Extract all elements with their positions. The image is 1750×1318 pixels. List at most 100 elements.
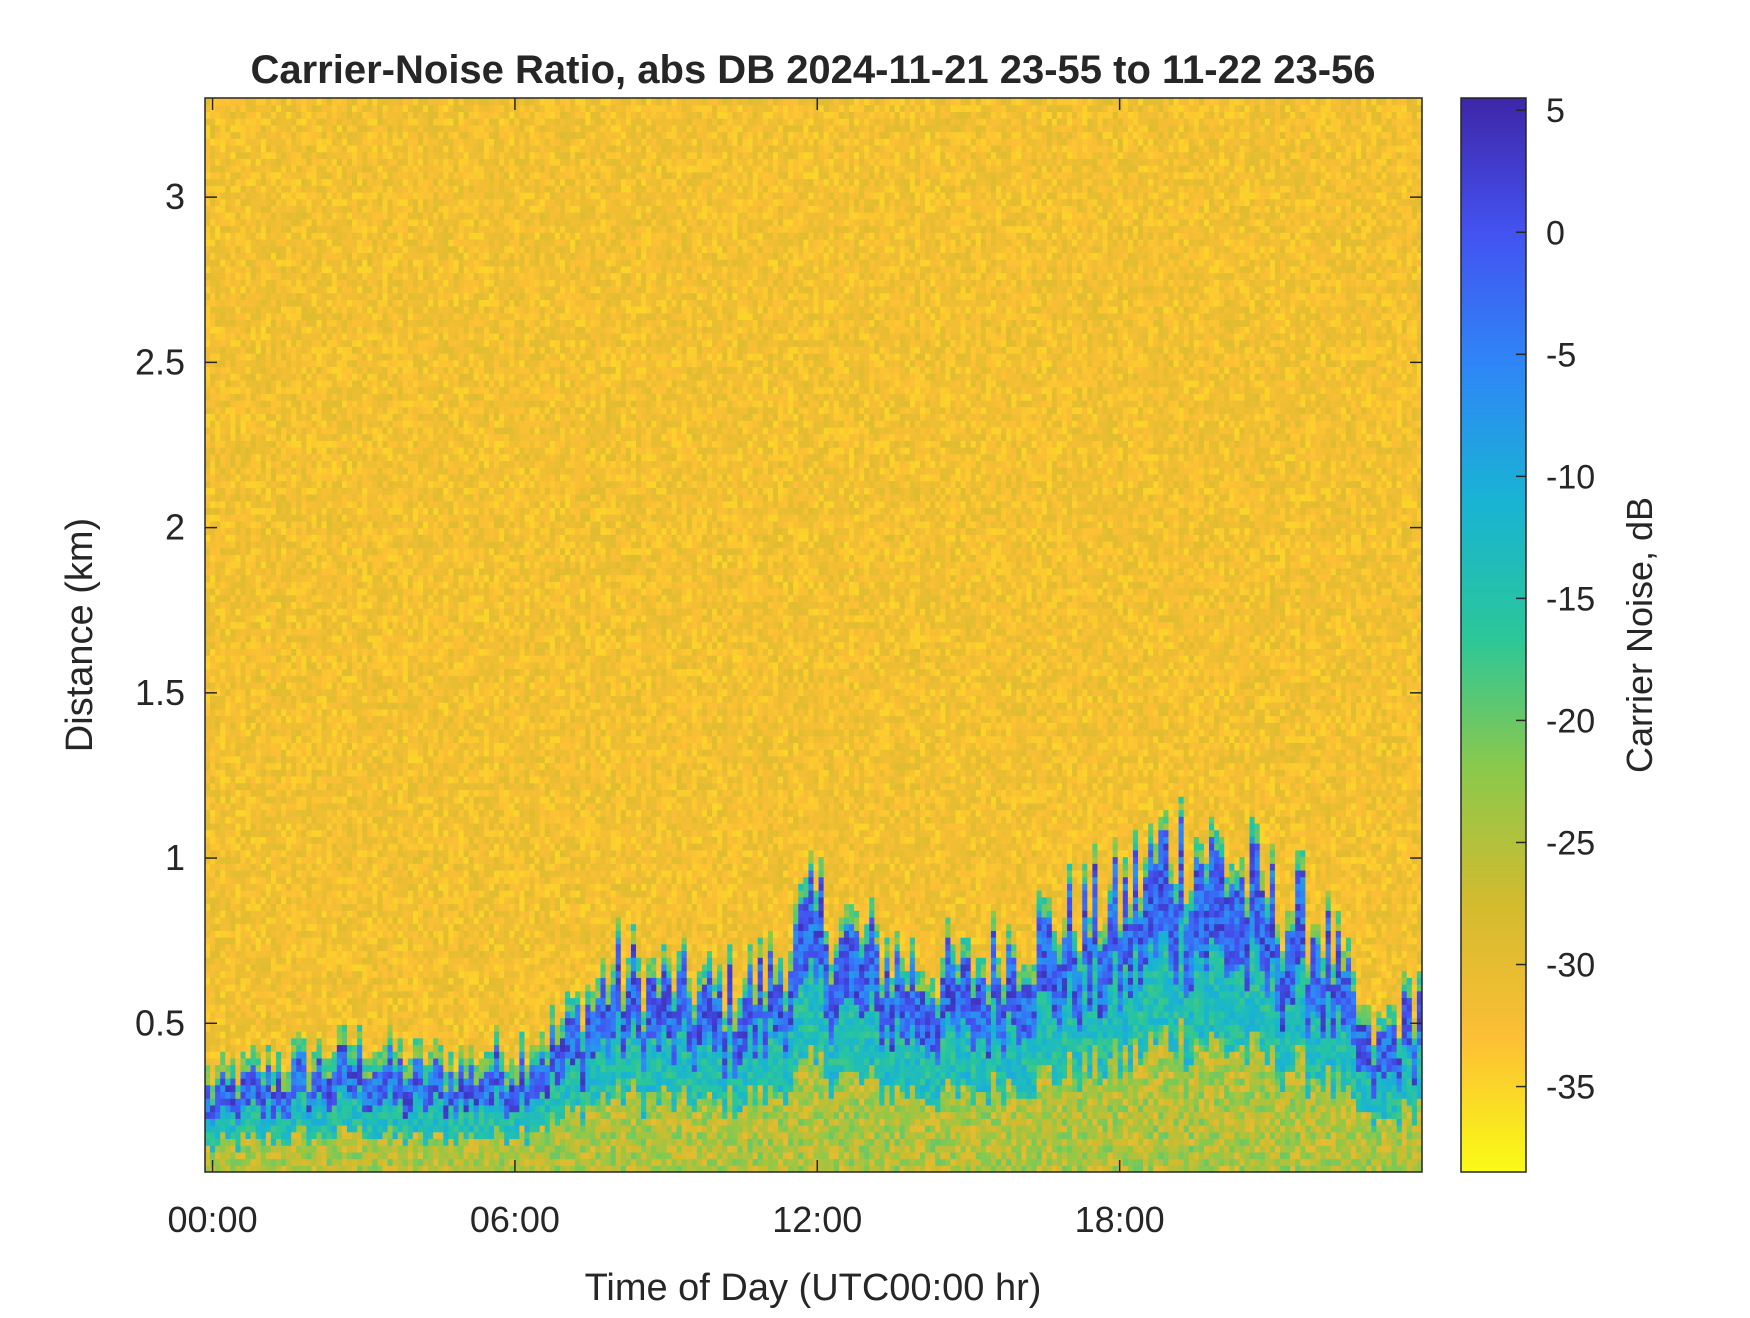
heatmap-cell (336, 621, 343, 629)
heatmap-cell (255, 668, 262, 676)
heatmap-cell (336, 1118, 343, 1126)
heatmap-cell (240, 749, 247, 757)
heatmap-cell (336, 984, 343, 992)
heatmap-cell (245, 319, 252, 327)
heatmap-cell (296, 1024, 302, 1032)
heatmap-cell (336, 1051, 343, 1059)
heatmap-cell (362, 963, 368, 972)
heatmap-cell (296, 695, 302, 703)
heatmap-cell (270, 594, 277, 603)
heatmap-cell (306, 191, 313, 200)
heatmap-cell (286, 1165, 292, 1172)
heatmap-cell (205, 111, 211, 119)
heatmap-cell (220, 608, 226, 616)
heatmap-cell (205, 171, 211, 180)
heatmap-cell (281, 319, 287, 327)
heatmap-cell (245, 453, 252, 462)
heatmap-cell (326, 1118, 333, 1126)
heatmap-cell (331, 997, 338, 1005)
heatmap-cell (336, 554, 343, 562)
heatmap-cell (265, 796, 272, 804)
heatmap-cell (326, 1145, 333, 1153)
heatmap-cell (331, 393, 338, 401)
heatmap-cell (250, 1104, 257, 1113)
heatmap-cell (336, 614, 343, 623)
heatmap-cell (265, 1138, 272, 1146)
heatmap-cell (311, 500, 318, 509)
heatmap-cell (220, 151, 226, 160)
heatmap-cell (336, 594, 343, 603)
heatmap-cell (215, 218, 221, 227)
heatmap-cell (281, 789, 287, 797)
heatmap-cell (296, 507, 302, 515)
heatmap-cell (336, 1031, 343, 1039)
heatmap-cell (210, 124, 216, 133)
heatmap-cell (270, 339, 277, 347)
heatmap-cell (220, 970, 226, 978)
heatmap-cell (331, 1091, 338, 1099)
heatmap-cell (316, 769, 323, 777)
heatmap-cell (250, 628, 257, 636)
heatmap-cell (321, 353, 328, 361)
heatmap-cell (265, 353, 272, 361)
heatmap-cell (265, 1131, 272, 1140)
heatmap-cell (321, 970, 328, 978)
heatmap-cell (346, 144, 353, 153)
heatmap-cell (225, 473, 231, 482)
heatmap-cell (240, 151, 247, 160)
heatmap-cell (250, 420, 257, 428)
heatmap-cell (215, 1158, 221, 1166)
heatmap-cell (265, 728, 272, 737)
heatmap-cell (245, 218, 252, 227)
heatmap-cell (301, 494, 308, 502)
heatmap-cell (286, 426, 292, 435)
heatmap-cell (296, 332, 302, 341)
heatmap-cell (291, 675, 297, 683)
heatmap-cell (245, 527, 252, 535)
heatmap-cell (215, 1111, 221, 1119)
heatmap-cell (326, 225, 333, 233)
heatmap-cell (336, 702, 343, 710)
heatmap-cell (225, 1165, 231, 1172)
heatmap-cell (230, 158, 237, 166)
heatmap-cell (215, 212, 221, 220)
heatmap-cell (240, 547, 247, 556)
heatmap-cell (215, 1024, 221, 1032)
heatmap-cell (321, 581, 328, 589)
heatmap-cell (205, 259, 211, 267)
heatmap-cell (336, 937, 343, 945)
heatmap-cell (235, 541, 242, 549)
heatmap-cell (331, 1138, 338, 1146)
heatmap-cell (235, 722, 242, 730)
heatmap-cell (336, 581, 343, 589)
heatmap-cell (265, 950, 272, 958)
heatmap-cell (265, 775, 272, 784)
heatmap-cell (235, 218, 242, 227)
heatmap-cell (255, 433, 262, 441)
heatmap-cell (275, 433, 282, 441)
heatmap-cell (326, 198, 333, 206)
heatmap-cell (205, 285, 211, 294)
heatmap-cell (336, 883, 343, 891)
heatmap-cell (215, 373, 221, 381)
heatmap-cell (316, 178, 323, 186)
heatmap-cell (331, 648, 338, 656)
heatmap-cell (235, 1098, 242, 1106)
heatmap-cell (255, 581, 262, 589)
heatmap-cell (352, 702, 358, 710)
heatmap-cell (250, 98, 257, 106)
heatmap-cell (326, 688, 333, 697)
heatmap-cell (352, 802, 358, 811)
heatmap-cell (352, 943, 358, 952)
heatmap-cell (220, 735, 226, 743)
heatmap-cell (275, 702, 282, 710)
heatmap-cell (281, 1091, 287, 1099)
heatmap-cell (235, 319, 242, 327)
heatmap-cell (205, 977, 211, 985)
heatmap-cell (352, 185, 358, 193)
heatmap-cell (336, 487, 343, 495)
heatmap-cell (270, 977, 277, 985)
heatmap-cell (240, 796, 247, 804)
heatmap-cell (220, 554, 226, 562)
heatmap-cell (321, 440, 328, 448)
